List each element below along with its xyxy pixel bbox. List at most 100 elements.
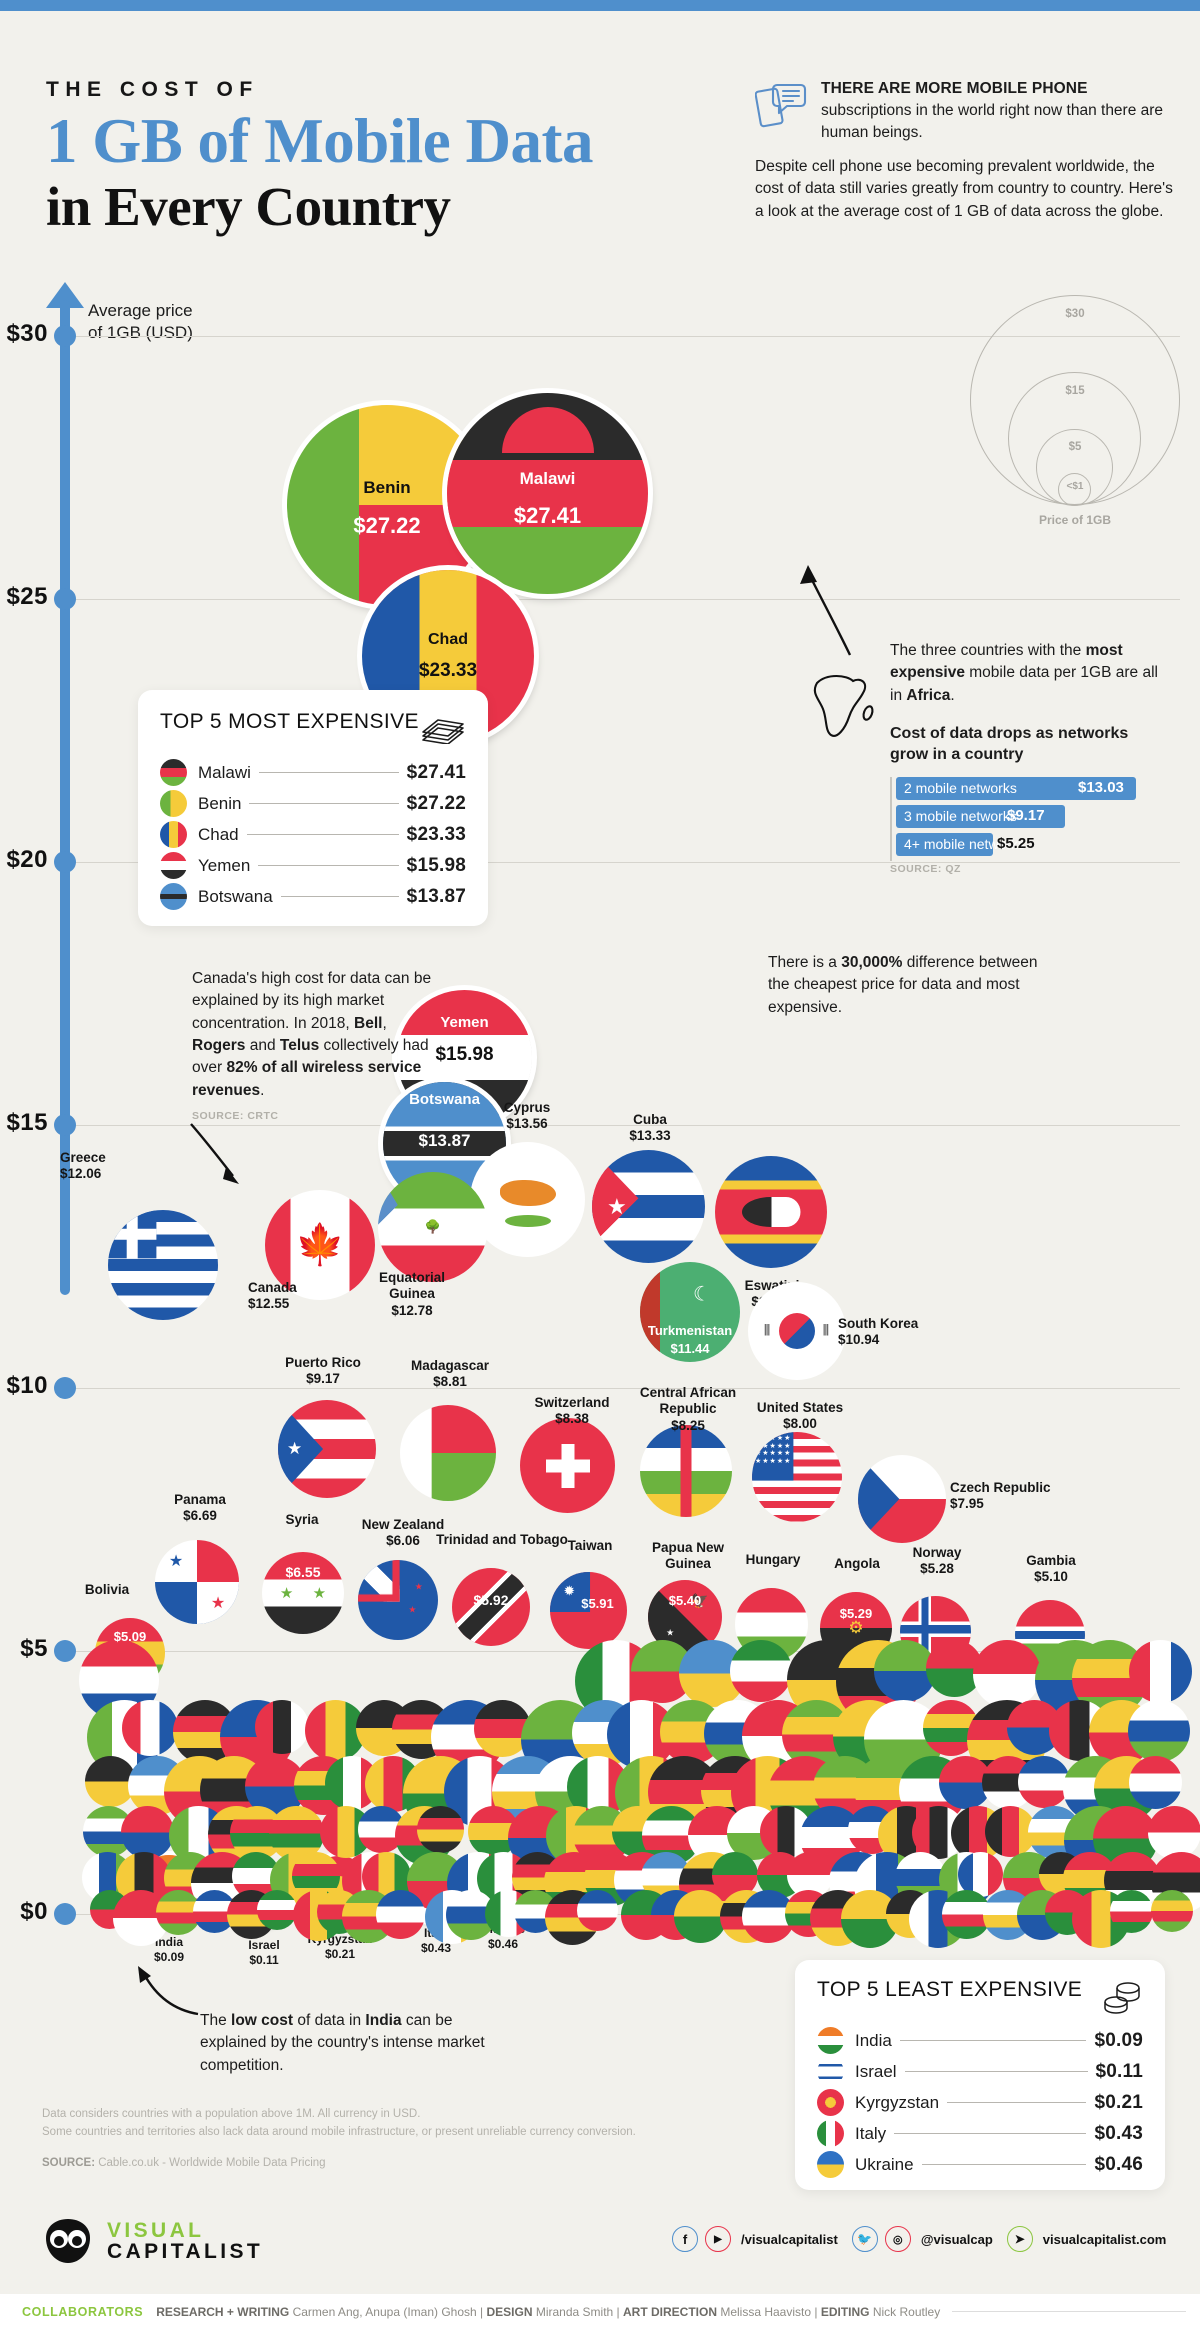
bubble-taiwan[interactable]: ✹ $5.91: [550, 1572, 627, 1649]
networks-block: Cost of data drops as networks grow in a…: [890, 724, 1170, 875]
bubble-south-korea[interactable]: ⦀ ⦀: [748, 1282, 846, 1380]
rank-flag-icon: [160, 883, 187, 910]
bubble-country[interactable]: [122, 1700, 178, 1756]
bubble-panama[interactable]: ★ ★: [155, 1540, 239, 1624]
networks-title: Cost of data drops as networks grow in a…: [890, 725, 1129, 763]
credit-role: DESIGN: [486, 2304, 533, 2319]
bubble-puerto-rico[interactable]: ★: [278, 1400, 376, 1498]
page-title-line1: 1 GB of Mobile Data: [46, 106, 593, 176]
rank-row: Chad $23.33: [160, 819, 466, 850]
rank-flag-icon: [160, 759, 187, 786]
bubble-madagascar[interactable]: [400, 1405, 496, 1501]
rank-leader-line: [899, 2040, 1087, 2041]
bubble-equatorial-guinea[interactable]: 🌳: [378, 1172, 488, 1282]
africa-pointer-arrow: [800, 565, 852, 656]
bubble-central-african-republic[interactable]: [640, 1425, 732, 1517]
network-bar-value: $13.03: [1078, 778, 1124, 796]
bubble-country[interactable]: [417, 1806, 464, 1853]
bubble-united-states[interactable]: ★★★★★ ★★★★★ ★★★★★ ★★★★★: [752, 1432, 842, 1522]
least-expensive-title: TOP 5 LEAST EXPENSIVE: [817, 1978, 1083, 2001]
label-switzerland: Switzerland $8.38: [534, 1395, 610, 1427]
bubble-country[interactable]: [121, 1806, 174, 1859]
bubble-country[interactable]: [1148, 1806, 1200, 1859]
rank-country: Israel: [855, 2061, 897, 2081]
label-papua-new-guinea: Papua New Guinea: [651, 1540, 725, 1572]
brand-logo[interactable]: VISUAL CAPITALIST: [40, 2216, 263, 2266]
coin-stack-icon: [1101, 1978, 1143, 2019]
axis-tick-20: $20: [0, 846, 1200, 873]
social-handle-fb-yt[interactable]: /visualcapitalist: [741, 2231, 838, 2247]
credit-role: EDITING: [820, 2304, 870, 2319]
bubble-country[interactable]: [973, 1640, 1041, 1708]
bubble-country[interactable]: [85, 1756, 136, 1807]
network-bar-value: $9.17: [1007, 806, 1045, 824]
bubble-country[interactable]: [985, 1806, 1036, 1857]
rank-flag-icon: [160, 852, 187, 879]
rank-price: $23.33: [406, 823, 466, 845]
bubble-greece[interactable]: [108, 1210, 218, 1320]
twitter-icon[interactable]: 🐦: [851, 2226, 878, 2252]
rank-price: $27.41: [406, 761, 466, 783]
bubble-country[interactable]: [942, 1890, 991, 1939]
bubble-switzerland[interactable]: [520, 1418, 615, 1513]
rank-row: Ukraine $0.46: [817, 2149, 1143, 2180]
rank-row: Botswana $13.87: [160, 881, 466, 912]
network-bar: 3 mobile networks $9.17: [896, 804, 1170, 828]
bubble-country[interactable]: [255, 1700, 309, 1754]
bubble-turkmenistan[interactable]: ☾ Turkmenistan $11.44: [640, 1262, 740, 1362]
axis-tick-30: $30: [0, 320, 1200, 347]
bubble-country[interactable]: [269, 1806, 324, 1861]
bubble-canada[interactable]: 🍁: [265, 1190, 375, 1300]
difference-note: There is a 30,000% difference between th…: [768, 954, 1038, 1016]
bubble-cyprus[interactable]: [470, 1142, 585, 1257]
facebook-icon[interactable]: f: [672, 2226, 698, 2252]
networks-source: SOURCE: QZ: [890, 862, 961, 875]
bubble-country[interactable]: [577, 1890, 618, 1931]
axis-title-line1: Average price: [88, 301, 193, 320]
rank-country: Benin: [198, 793, 242, 813]
bubble-country[interactable]: [674, 1890, 727, 1943]
bubble-country[interactable]: [257, 1890, 297, 1930]
rank-country: Botswana: [198, 886, 273, 906]
bubble-czech-republic[interactable]: [858, 1455, 946, 1543]
rank-country: Kyrgyzstan: [855, 2092, 940, 2112]
bubble-country[interactable]: [1110, 1890, 1153, 1933]
bubble-country[interactable]: [1128, 1700, 1190, 1762]
bubble-new-zealand[interactable]: ★ ★: [358, 1560, 438, 1640]
canada-pointer-arrow: [190, 1123, 239, 1184]
credit-role: ART DIRECTION: [623, 2304, 717, 2319]
bubble-country[interactable]: [958, 1852, 1003, 1897]
africa-note: The three countries with the most expens…: [890, 642, 1158, 704]
credit-names: Miranda Smith: [532, 2304, 614, 2319]
rank-leader-line: [894, 2133, 1087, 2134]
label-madagascar: Madagascar $8.81: [410, 1358, 490, 1390]
bubble-country[interactable]: [305, 1700, 366, 1761]
legend-label-under1: <$1: [1066, 481, 1084, 492]
bubble-malawi[interactable]: Malawi $27.41: [447, 393, 648, 594]
label-canada: Canada $12.55: [248, 1280, 297, 1312]
bubble-country[interactable]: [1151, 1890, 1193, 1932]
label-czech-republic: Czech Republic $7.95: [950, 1480, 1051, 1512]
rank-country: Malawi: [198, 762, 251, 782]
bubble-syria[interactable]: ★ ★ $6.55: [262, 1552, 344, 1634]
bubble-country[interactable]: [730, 1640, 792, 1702]
cursor-icon[interactable]: ➤: [1006, 2226, 1033, 2252]
social-handle-twitter-ig[interactable]: @visualcap: [920, 2231, 993, 2247]
canada-source: SOURCE: CRTC: [192, 1109, 279, 1122]
bubble-eswatini[interactable]: [715, 1156, 827, 1268]
bubble-country[interactable]: [874, 1640, 936, 1702]
instagram-icon[interactable]: ◎: [884, 2226, 911, 2252]
bubble-country[interactable]: [1129, 1756, 1182, 1809]
label-taiwan: Taiwan: [567, 1538, 613, 1553]
bubble-country[interactable]: [1129, 1640, 1192, 1703]
youtube-icon[interactable]: ▶: [705, 2226, 731, 2252]
intro-lead-rest: subscriptions in the world right now tha…: [821, 102, 1164, 141]
bubble-country[interactable]: [376, 1890, 425, 1939]
bubble-trinidad-and-tobago[interactable]: $5.92: [452, 1568, 530, 1646]
bubble-country[interactable]: [1018, 1756, 1070, 1808]
credit-names: Nick Routley: [869, 2304, 941, 2319]
social-handle-website[interactable]: visualcapitalist.com: [1042, 2231, 1167, 2247]
network-bar: 2 mobile networks $13.03: [896, 776, 1170, 800]
rank-country: India: [855, 2030, 892, 2050]
bubble-cuba[interactable]: ★: [592, 1150, 705, 1263]
